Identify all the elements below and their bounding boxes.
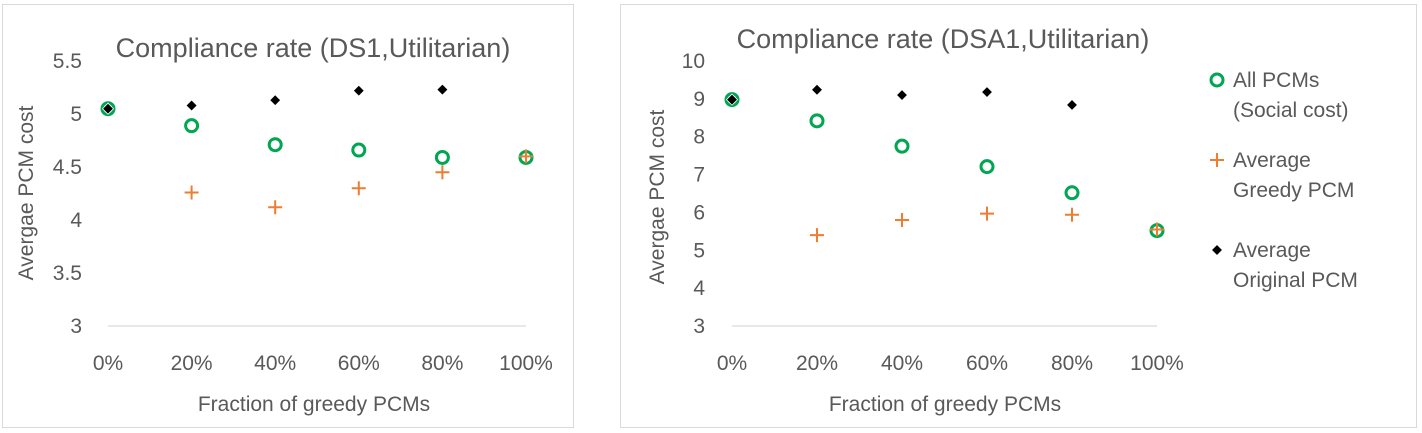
x-axis-title: Fraction of greedy PCMs xyxy=(198,393,430,416)
data-point xyxy=(895,213,909,227)
y-tick-label: 5.5 xyxy=(53,50,82,73)
y-axis-title: Avergae PCM cost xyxy=(15,105,38,280)
y-tick-label: 3 xyxy=(693,315,705,338)
data-point xyxy=(184,185,199,200)
data-point xyxy=(1065,207,1079,222)
plot-area: 0% 20% 40% 60% 80% 100% 3 3.5 4 4.5 5 5.5 xyxy=(53,50,553,375)
x-tick-label: 40% xyxy=(881,352,923,375)
data-point xyxy=(1064,185,1080,201)
legend: All PCMs (Social cost) Average Greedy PCM Av… xyxy=(1209,69,1358,292)
data-point xyxy=(101,102,115,115)
x-tick-label: 20% xyxy=(171,352,213,375)
x-tick-label: 100% xyxy=(1130,352,1184,375)
legend-label: Original PCM xyxy=(1233,269,1358,292)
x-tick-label: 80% xyxy=(421,352,463,375)
data-point xyxy=(268,200,283,215)
legend-label: All PCMs xyxy=(1233,69,1319,92)
legend-marker xyxy=(1209,72,1225,88)
x-tick-label: 0% xyxy=(717,352,747,375)
y-axis-title: Avergae PCM cost xyxy=(646,109,669,284)
data-point xyxy=(980,85,994,99)
legend-label: Greedy PCM xyxy=(1233,179,1354,202)
data-point xyxy=(267,137,283,153)
chart-ds1: Compliance rate (DS1,Utilitarian) Fracti… xyxy=(15,33,553,416)
y-tick-label: 5 xyxy=(693,239,705,262)
data-point xyxy=(979,159,995,175)
y-tick-label: 3 xyxy=(70,315,82,338)
data-point xyxy=(351,142,367,158)
chart-panel-dsa1: Compliance rate (DSA1,Utilitarian) Fract… xyxy=(620,4,1417,428)
data-point xyxy=(519,149,533,164)
chart-title: Compliance rate (DS1,Utilitarian) xyxy=(116,33,511,63)
y-tick-label: 4 xyxy=(693,277,705,300)
legend-marker xyxy=(1210,243,1224,257)
chart-panel-ds1: Compliance rate (DS1,Utilitarian) Fracti… xyxy=(2,4,574,428)
data-point xyxy=(1150,222,1164,237)
data-point xyxy=(436,83,449,96)
data-point xyxy=(185,99,198,112)
y-tick-label: 10 xyxy=(682,50,705,73)
chart-dsa1: Compliance rate (DSA1,Utilitarian) Fract… xyxy=(646,24,1358,416)
legend-label: Average xyxy=(1233,239,1311,262)
data-point xyxy=(895,89,909,102)
y-tick-label: 3.5 xyxy=(53,262,82,285)
x-tick-label: 80% xyxy=(1051,352,1093,375)
legend-label: (Social cost) xyxy=(1233,99,1349,122)
data-point xyxy=(435,165,450,180)
x-tick-label: 60% xyxy=(338,352,380,375)
data-point xyxy=(809,113,825,129)
y-tick-label: 4.5 xyxy=(53,156,82,179)
y-tick-label: 4 xyxy=(70,209,82,232)
x-tick-label: 100% xyxy=(499,352,553,375)
data-point xyxy=(810,83,824,96)
x-tick-label: 20% xyxy=(796,352,838,375)
legend-label: Average xyxy=(1233,149,1311,172)
x-tick-label: 40% xyxy=(254,352,296,375)
y-tick-label: 9 xyxy=(693,88,705,111)
y-tick-label: 6 xyxy=(693,201,705,224)
data-point xyxy=(980,206,994,221)
data-point xyxy=(184,118,200,134)
data-point xyxy=(269,94,282,107)
y-tick-label: 8 xyxy=(693,126,705,149)
data-point xyxy=(1065,98,1079,111)
data-point xyxy=(725,93,739,106)
x-axis-title: Fraction of greedy PCMs xyxy=(829,393,1061,416)
x-tick-label: 0% xyxy=(93,352,123,375)
data-point xyxy=(810,228,824,243)
legend-marker xyxy=(1210,153,1224,167)
data-point xyxy=(352,84,365,97)
x-tick-label: 60% xyxy=(966,352,1008,375)
y-tick-label: 5 xyxy=(70,103,82,126)
plot-area: 0% 20% 40% 60% 80% 100% 3 4 5 6 7 8 9 10 xyxy=(682,50,1184,375)
chart-title: Compliance rate (DSA1,Utilitarian) xyxy=(737,24,1150,54)
data-point xyxy=(351,181,366,196)
data-point xyxy=(434,149,450,165)
data-point xyxy=(894,138,910,154)
y-tick-label: 7 xyxy=(693,164,705,187)
